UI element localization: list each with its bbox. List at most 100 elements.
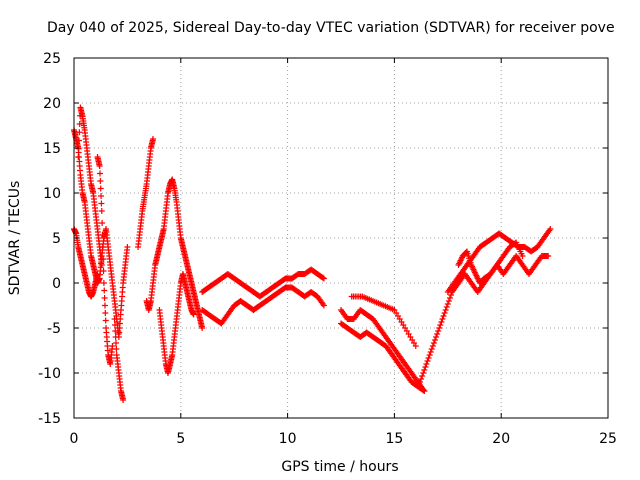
data-point xyxy=(420,370,427,376)
data-point xyxy=(96,163,103,169)
data-point xyxy=(97,178,104,184)
data-point xyxy=(100,256,107,262)
data-point xyxy=(436,325,443,331)
y-tick-label: -10 xyxy=(38,366,61,382)
data-point xyxy=(446,295,453,301)
y-tick-label: 20 xyxy=(43,96,61,112)
data-point xyxy=(113,340,120,346)
data-point xyxy=(420,387,427,394)
data-point xyxy=(320,275,327,282)
series xyxy=(94,154,116,367)
data-point xyxy=(101,302,108,309)
series xyxy=(135,136,157,250)
data-point xyxy=(76,129,83,136)
data-point xyxy=(428,346,435,352)
data-point xyxy=(422,364,429,370)
data-point xyxy=(547,226,554,232)
series xyxy=(156,271,197,376)
data-point xyxy=(421,388,428,394)
data-point xyxy=(444,301,451,307)
data-point xyxy=(427,349,434,355)
y-tick-label: 15 xyxy=(43,141,61,157)
data-point xyxy=(437,322,444,328)
x-tick-label: 20 xyxy=(492,431,510,447)
data-point xyxy=(320,302,327,309)
data-point xyxy=(421,367,428,373)
data-point xyxy=(431,337,438,343)
chart-title: Day 040 of 2025, Sidereal Day-to-day VTE… xyxy=(47,20,615,36)
y-tick-label: -15 xyxy=(38,411,61,427)
data-point xyxy=(120,397,127,403)
y-tick-label: 0 xyxy=(52,276,61,292)
y-axis-label: SDTVAR / TECUs xyxy=(7,181,23,296)
data-point xyxy=(419,373,426,379)
series xyxy=(111,316,127,403)
data-point xyxy=(438,319,445,325)
data-point xyxy=(425,355,432,361)
x-tick-label: 10 xyxy=(279,431,297,447)
data-point xyxy=(98,200,105,207)
data-point xyxy=(112,334,119,340)
y-tick-label: 25 xyxy=(43,51,61,67)
data-point xyxy=(75,137,82,144)
series xyxy=(199,266,327,300)
data-point xyxy=(99,220,106,226)
data-point xyxy=(101,287,108,294)
data-point xyxy=(430,340,437,346)
series xyxy=(348,293,419,349)
data-point xyxy=(99,244,106,250)
y-tick-label: -5 xyxy=(47,321,61,337)
x-tick-label: 0 xyxy=(70,431,79,447)
data-point xyxy=(519,253,526,259)
data-point xyxy=(150,136,157,142)
data-point xyxy=(445,298,452,304)
data-point xyxy=(98,262,105,268)
data-point xyxy=(418,376,425,382)
data-point xyxy=(97,185,104,192)
series xyxy=(417,253,552,385)
data-point xyxy=(111,316,118,322)
data-points xyxy=(71,104,554,403)
data-point xyxy=(424,358,431,364)
data-point xyxy=(443,304,450,310)
data-point xyxy=(112,328,119,334)
data-point xyxy=(100,280,107,286)
data-point xyxy=(94,271,101,277)
data-point xyxy=(111,322,118,328)
series xyxy=(199,284,327,327)
data-point xyxy=(96,170,103,177)
x-tick-label: 25 xyxy=(599,431,617,447)
data-point xyxy=(113,346,120,352)
data-point xyxy=(412,343,419,349)
data-point xyxy=(98,193,105,199)
data-point xyxy=(433,334,440,340)
data-point xyxy=(98,208,105,214)
data-point xyxy=(75,145,82,152)
data-point xyxy=(100,268,107,274)
data-point xyxy=(76,121,83,127)
data-point xyxy=(99,232,106,238)
data-point xyxy=(440,313,447,319)
data-point xyxy=(102,317,109,324)
data-point xyxy=(319,274,326,281)
data-point xyxy=(435,328,442,334)
data-point xyxy=(124,244,131,250)
grid-lines xyxy=(74,58,608,418)
y-tick-label: 5 xyxy=(52,231,61,247)
series xyxy=(338,307,428,394)
series xyxy=(455,239,526,286)
axis-ticks xyxy=(73,57,609,419)
data-point xyxy=(423,361,430,367)
data-point xyxy=(75,154,82,160)
data-point xyxy=(439,316,446,322)
series xyxy=(143,176,206,331)
x-tick-label: 5 xyxy=(176,431,185,447)
series xyxy=(338,320,428,394)
data-point xyxy=(434,331,441,337)
data-point xyxy=(101,295,108,301)
x-tick-label: 15 xyxy=(385,431,403,447)
data-point xyxy=(417,379,424,385)
y-tick-label: 10 xyxy=(43,186,61,202)
series xyxy=(71,226,101,300)
